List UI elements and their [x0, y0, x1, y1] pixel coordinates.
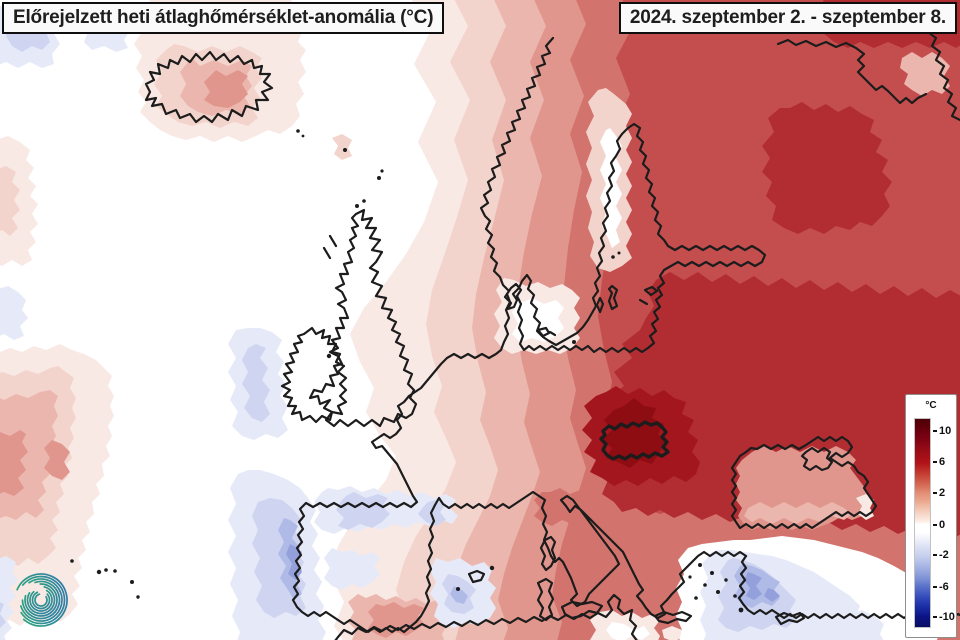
legend-tick: -2 — [933, 549, 949, 561]
logo-ring — [29, 588, 53, 612]
legend-tick: -6 — [933, 581, 949, 593]
legend-tick-label: -6 — [939, 580, 949, 593]
colorbar-ticks: 10 6 2 0 -2 -6 -10 — [933, 418, 957, 628]
white-sea-bay-coastline — [926, 30, 960, 122]
legend-tick-label: -2 — [939, 549, 949, 562]
tick-mark — [933, 554, 937, 557]
colorbar — [914, 418, 931, 628]
tick-mark — [933, 429, 937, 432]
gotland-coastline — [607, 284, 619, 311]
hungaromet-spiral-logo — [14, 573, 68, 627]
coastlines — [144, 30, 960, 640]
corsica-coastline — [539, 535, 557, 572]
tick-mark — [933, 585, 937, 588]
north-africa-coastline — [334, 593, 638, 640]
legend-tick-label: -10 — [939, 611, 955, 624]
colorbar-legend: °C 10 6 2 0 -2 -6 -10 — [905, 394, 957, 638]
cyprus-coastline — [774, 611, 806, 626]
legend-tick: -10 — [933, 611, 955, 623]
legend-tick-label: 10 — [939, 424, 952, 437]
legend-tick-label: 2 — [939, 487, 946, 499]
tick-mark — [933, 492, 937, 494]
ireland-coastline — [280, 326, 348, 424]
crimea-coastline — [800, 446, 834, 472]
crete-coastline — [653, 610, 693, 625]
hebrides-coastline — [322, 234, 338, 260]
tick-mark — [933, 616, 937, 619]
oland-coastline — [595, 296, 605, 314]
black-sea-coastline — [730, 435, 878, 530]
mallorca-coastline — [467, 569, 486, 584]
logo-ring — [14, 573, 68, 627]
legend-tick-label: 6 — [939, 456, 946, 469]
legend-unit-label: °C — [925, 400, 937, 411]
island-dots — [70, 129, 744, 613]
map-title: Előrejelzett heti átlaghőmérséklet-anomá… — [2, 2, 445, 34]
zealand-coastline — [536, 326, 557, 338]
logo-ring — [16, 575, 66, 625]
sicily-coastline — [560, 600, 604, 620]
logo-ring — [19, 578, 63, 622]
legend-tick: 10 — [933, 425, 951, 437]
logo-ring — [24, 583, 58, 617]
tick-mark — [933, 461, 937, 464]
legend-tick: 0 — [933, 519, 945, 531]
legend-tick: 6 — [933, 456, 945, 468]
great-britain-coastline — [308, 208, 418, 428]
logo-ring — [34, 593, 48, 607]
legend-tick: 2 — [933, 487, 945, 499]
logo-ring — [31, 590, 51, 610]
logo-ring — [26, 585, 56, 615]
saaremaa-coastline — [638, 285, 659, 306]
legend-tick-label: 0 — [939, 518, 946, 531]
tick-mark — [933, 523, 937, 526]
sardinia-coastline — [536, 577, 555, 622]
logo-ring — [21, 580, 61, 620]
kola-white-sea-coastline — [776, 38, 928, 105]
iceland-coastline — [144, 50, 274, 124]
date-range: 2024. szeptember 2. - szeptember 8. — [618, 2, 957, 34]
hungary-outline — [599, 420, 670, 461]
